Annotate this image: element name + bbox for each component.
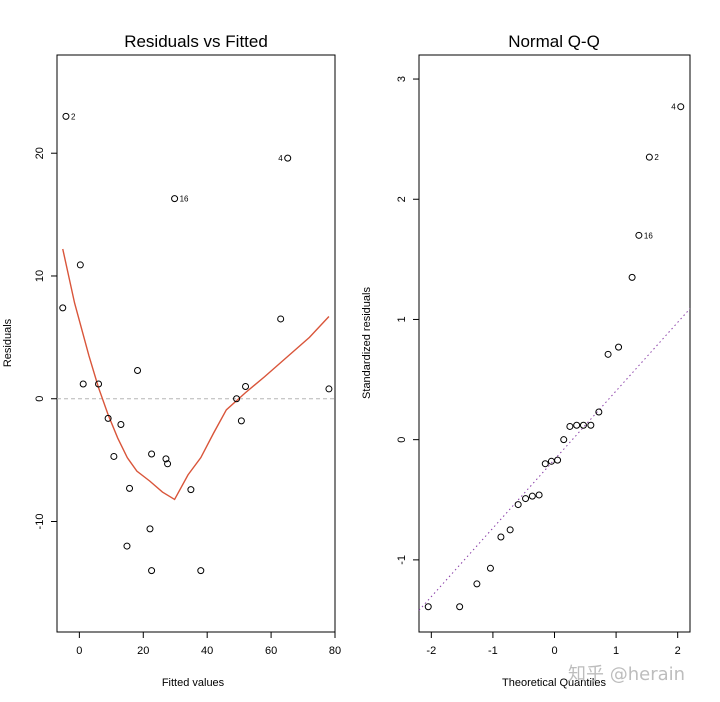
left-data-point	[123, 542, 131, 550]
right-y-tick-label: 2	[396, 196, 408, 202]
right-data-point	[528, 492, 536, 500]
right-point-label: 2	[654, 153, 659, 162]
left-x-tick-label: 40	[201, 645, 213, 657]
right-data-point	[560, 436, 568, 444]
right-data-point	[677, 103, 685, 111]
left-smooth-line	[62, 248, 330, 501]
left-data-point	[237, 417, 245, 425]
right-x-tick-label: 0	[551, 645, 557, 657]
right-y-tick-label: 1	[396, 316, 408, 322]
left-data-point	[146, 525, 154, 533]
right-data-point	[573, 421, 581, 429]
left-data-point	[62, 112, 70, 120]
left-data-point	[148, 567, 156, 575]
left-data-point	[110, 452, 118, 460]
left-data-point	[134, 367, 142, 375]
residuals-vs-fitted-panel: Residuals vs Fitted Fitted values Residu…	[2, 32, 341, 689]
left-data-point	[79, 380, 87, 388]
left-point-label: 2	[71, 112, 76, 121]
left-data-point	[59, 304, 67, 312]
right-y-tick-label: 0	[396, 437, 408, 443]
right-x-tick-label: -1	[488, 645, 498, 657]
right-data-point	[554, 456, 562, 464]
right-data-point	[628, 273, 636, 281]
left-data-point	[104, 414, 112, 422]
left-data-point	[117, 421, 125, 429]
right-y-tick-label: -1	[396, 555, 408, 565]
left-chart-title: Residuals vs Fitted	[124, 32, 268, 51]
right-data-point	[635, 231, 643, 239]
left-data-point	[162, 455, 170, 463]
right-x-tick-label: 2	[675, 645, 681, 657]
left-y-ticks: -10 0 10 20	[34, 147, 57, 529]
left-plot-frame	[56, 54, 336, 633]
left-data-point	[325, 385, 333, 393]
left-data-point	[164, 460, 172, 468]
right-data-point	[522, 495, 530, 503]
right-data-point	[424, 603, 432, 611]
right-data-point	[645, 153, 653, 161]
left-data-point	[126, 484, 134, 492]
left-data-point	[233, 395, 241, 403]
left-x-tick-label: 80	[329, 645, 341, 657]
left-data-point	[197, 567, 205, 575]
left-x-axis-label: Fitted values	[162, 677, 225, 689]
right-data-point	[579, 421, 587, 429]
left-x-tick-label: 20	[137, 645, 149, 657]
right-x-axis-label: Theoretical Quantiles	[502, 677, 606, 689]
right-data-point	[497, 533, 505, 541]
left-point-label: 4	[278, 154, 283, 163]
left-data-point	[148, 450, 156, 458]
left-y-tick-label: -10	[34, 514, 46, 530]
right-point-label: 16	[644, 231, 653, 240]
right-data-point	[541, 460, 549, 468]
right-data-point	[615, 343, 623, 351]
left-data-point	[277, 315, 285, 323]
left-y-axis-label: Residuals	[2, 318, 14, 367]
watermark: 知乎 @herain	[568, 664, 685, 685]
right-data-point	[547, 457, 555, 465]
normal-qq-panel: Normal Q-Q Theoretical Quantiles Standar…	[361, 32, 691, 689]
left-data-point	[171, 195, 179, 203]
right-y-tick-label: 3	[396, 76, 408, 82]
right-y-axis-label: Standardized residuals	[361, 287, 373, 399]
left-y-tick-label: 10	[34, 270, 46, 282]
right-data-point	[566, 422, 574, 430]
right-data-point	[486, 564, 494, 572]
left-y-tick-label: 20	[34, 147, 46, 159]
left-points: 2 16 4	[59, 112, 333, 575]
right-data-point	[506, 526, 514, 534]
left-data-point	[187, 486, 195, 494]
right-plot-frame	[418, 54, 691, 633]
left-data-point	[242, 382, 250, 390]
right-data-point	[456, 603, 464, 611]
right-x-ticks: -2 -1 0 1 2	[426, 632, 681, 657]
right-data-point	[587, 421, 595, 429]
left-x-ticks: 0 20 40 60 80	[76, 632, 341, 657]
left-data-point	[95, 380, 103, 388]
right-data-point	[595, 408, 603, 416]
left-x-tick-label: 60	[265, 645, 277, 657]
left-x-tick-label: 0	[76, 645, 82, 657]
left-data-point	[76, 261, 84, 269]
right-point-label: 4	[671, 103, 676, 112]
right-data-point	[514, 501, 522, 509]
right-data-point	[604, 350, 612, 358]
right-data-point	[473, 580, 481, 588]
right-x-tick-label: -2	[426, 645, 436, 657]
left-data-point	[284, 154, 292, 162]
left-y-tick-label: 0	[34, 396, 46, 402]
left-point-label: 16	[180, 195, 189, 204]
right-chart-title: Normal Q-Q	[508, 32, 600, 51]
right-data-point	[535, 491, 543, 499]
right-x-tick-label: 1	[613, 645, 619, 657]
left-smooth-line-path	[62, 248, 330, 501]
right-y-ticks: -1 0 1 2 3	[396, 76, 419, 565]
